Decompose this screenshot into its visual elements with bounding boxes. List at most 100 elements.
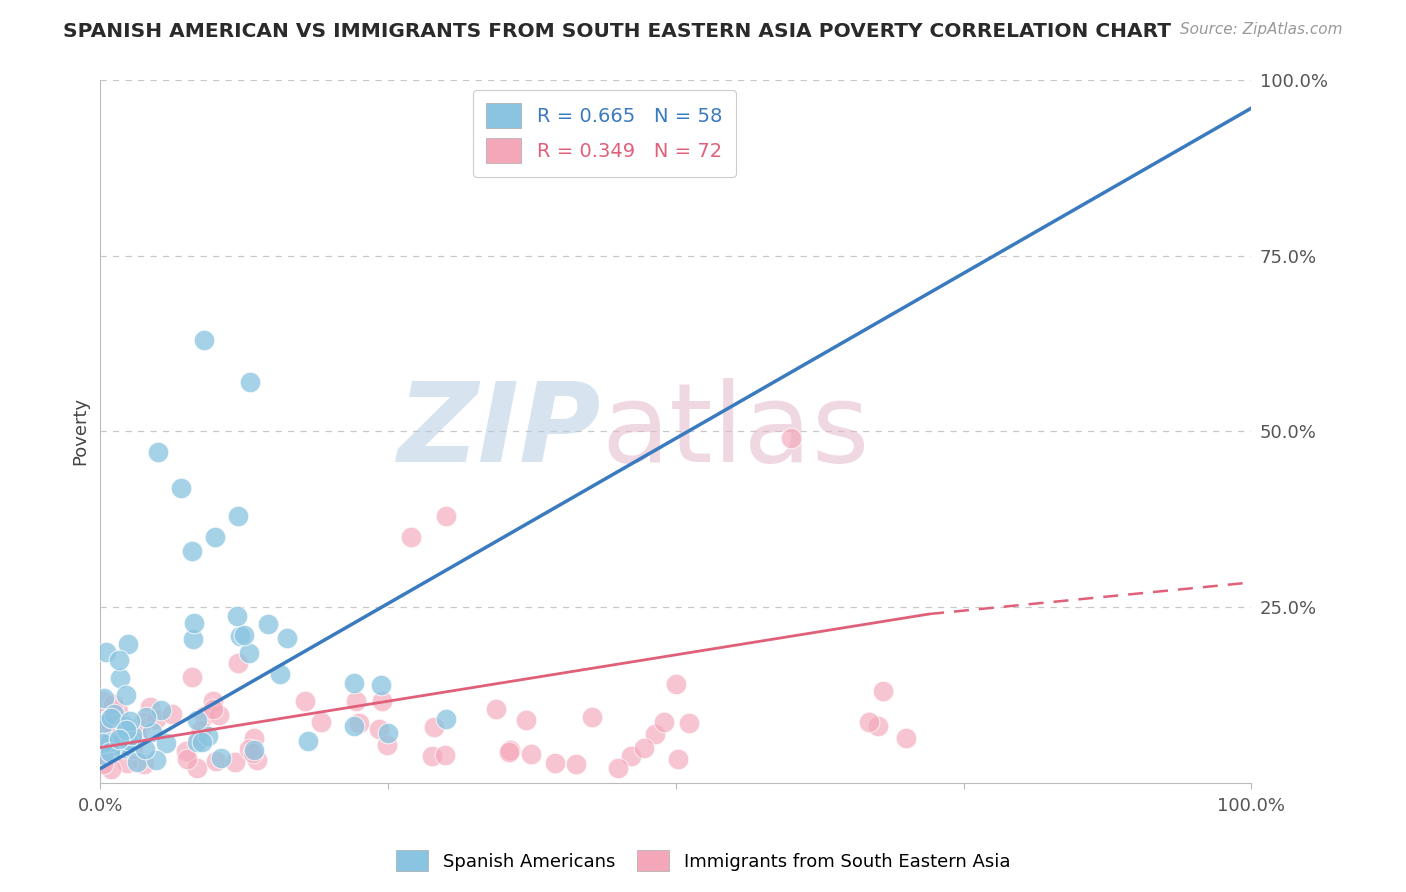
Point: [141, 724, 163, 739]
Point: [91, 694, 114, 708]
Point: [181, 670, 204, 684]
Point: [343, 675, 366, 690]
Point: [208, 708, 231, 723]
Point: [93, 690, 115, 705]
Point: [127, 755, 149, 769]
Point: [433, 747, 456, 762]
Point: [644, 727, 666, 741]
Point: [100, 711, 122, 725]
Point: [98, 735, 121, 749]
Point: [894, 731, 917, 746]
Point: [420, 749, 443, 764]
Point: [520, 747, 543, 762]
Point: [132, 715, 155, 730]
Point: [434, 508, 457, 523]
Point: [122, 742, 145, 756]
Point: [377, 726, 399, 740]
Y-axis label: Poverty: Poverty: [72, 397, 89, 466]
Point: [498, 745, 520, 759]
Point: [309, 714, 332, 729]
Point: [91, 756, 114, 771]
Point: [170, 481, 193, 495]
Point: [375, 738, 398, 752]
Point: [93, 717, 115, 731]
Point: [115, 688, 138, 702]
Point: [181, 632, 204, 646]
Point: [101, 739, 124, 753]
Legend: Spanish Americans, Immigrants from South Eastern Asia: Spanish Americans, Immigrants from South…: [388, 843, 1018, 879]
Point: [238, 742, 260, 756]
Text: ZIP: ZIP: [398, 378, 600, 485]
Text: Source: ZipAtlas.com: Source: ZipAtlas.com: [1180, 22, 1343, 37]
Point: [101, 697, 124, 711]
Point: [423, 720, 446, 734]
Point: [121, 733, 143, 747]
Point: [103, 707, 125, 722]
Point: [98, 745, 121, 759]
Point: [100, 762, 122, 776]
Point: [872, 684, 894, 698]
Point: [135, 710, 157, 724]
Point: [91, 736, 114, 750]
Point: [620, 748, 643, 763]
Point: [228, 629, 250, 643]
Point: [91, 744, 114, 758]
Legend: R = 0.665   N = 58, R = 0.349   N = 72: R = 0.665 N = 58, R = 0.349 N = 72: [472, 90, 735, 177]
Point: [187, 730, 209, 744]
Point: [238, 646, 260, 660]
Point: [209, 751, 232, 765]
Point: [246, 753, 269, 767]
Text: SPANISH AMERICAN VS IMMIGRANTS FROM SOUTH EASTERN ASIA POVERTY CORRELATION CHART: SPANISH AMERICAN VS IMMIGRANTS FROM SOUT…: [63, 22, 1171, 41]
Point: [243, 743, 266, 757]
Point: [201, 702, 224, 716]
Point: [108, 671, 131, 685]
Point: [186, 735, 208, 749]
Point: [228, 657, 250, 671]
Point: [94, 645, 117, 659]
Point: [297, 733, 319, 747]
Point: [193, 709, 215, 723]
Point: [342, 719, 364, 733]
Point: [197, 729, 219, 743]
Point: [107, 732, 129, 747]
Point: [117, 733, 139, 747]
Point: [190, 723, 212, 738]
Point: [202, 694, 225, 708]
Point: [155, 736, 177, 750]
Point: [515, 713, 537, 727]
Point: [107, 705, 129, 719]
Point: [97, 713, 120, 727]
Point: [666, 752, 689, 766]
Point: [117, 637, 139, 651]
Point: [181, 543, 204, 558]
Point: [347, 715, 370, 730]
Point: [174, 744, 197, 758]
Point: [581, 710, 603, 724]
Point: [108, 653, 131, 667]
Point: [652, 714, 675, 729]
Point: [228, 508, 250, 523]
Point: [269, 667, 291, 681]
Point: [678, 715, 700, 730]
Point: [96, 735, 118, 749]
Point: [117, 756, 139, 771]
Point: [866, 719, 889, 733]
Point: [607, 761, 630, 775]
Point: [118, 726, 141, 740]
Point: [186, 713, 208, 727]
Point: [145, 753, 167, 767]
Point: [103, 739, 125, 753]
Point: [499, 742, 522, 756]
Point: [100, 719, 122, 733]
Point: [633, 740, 655, 755]
Point: [565, 757, 588, 772]
Point: [485, 702, 508, 716]
Point: [232, 628, 254, 642]
Point: [204, 530, 226, 544]
Point: [145, 712, 167, 726]
Point: [294, 694, 316, 708]
Point: [242, 731, 264, 745]
Point: [193, 333, 215, 347]
Point: [97, 717, 120, 731]
Point: [101, 730, 124, 744]
